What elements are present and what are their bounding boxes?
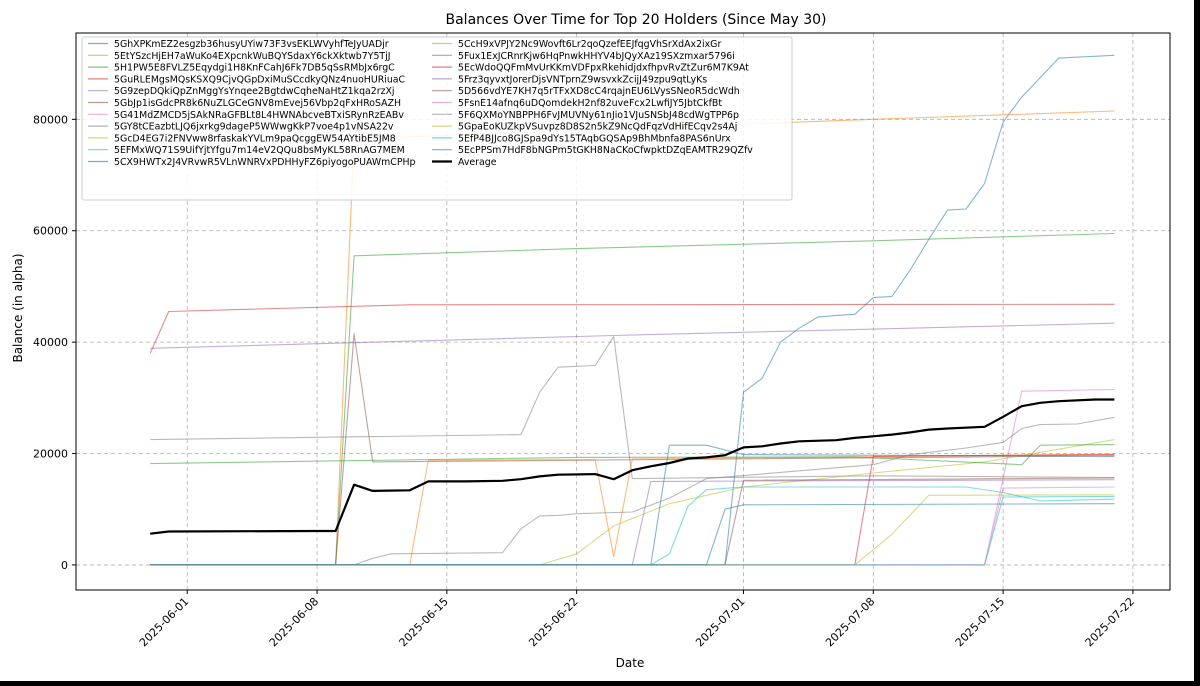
legend-label: 5Fux1ExJCRnrKjw6HqPnwkHHYV4bJQyXAz19SXzm…: [458, 51, 735, 62]
legend-box: [81, 36, 793, 201]
legend-label: 5GuRLEMgsMQsKSXQ9CjvQGpDxiMuSCcdkyQNz4nu…: [114, 74, 406, 85]
legend-label: 5Frz3qyvxtJorerDjsVNTprnZ9wsvxkZcijJ49zp…: [458, 74, 707, 85]
legend-label: 5D566vdYE7KH7q5rTFxXD8cC4rqajnEU6LVysSNe…: [458, 86, 740, 97]
legend-label: 5GcD4EG7i2FNVww8rfaskakYVLm9paQcggEW54AY…: [114, 133, 396, 144]
legend-label: 5G41MdZMCD5jSAkNRaGFBLt8L4HWNAbcveBTxiSR…: [114, 110, 404, 121]
y-axis-ticks: 0 20000 40000 60000 80000: [33, 113, 76, 572]
series-line: [150, 503, 1115, 566]
series-line: [150, 54, 1115, 566]
legend-label: 5G9zepDQkiQpZnMggYsYnqee2BgtdwCqheNaHtZ1…: [114, 86, 395, 97]
legend-label: 5GY8tCEazbtLJQ6jxrkg9dageP5WWwgKkP7voe4p…: [114, 122, 394, 133]
series-line: [150, 336, 1115, 480]
average-series-line: [150, 398, 1115, 535]
bottom-border: [0, 681, 1200, 686]
series-line: [149, 303, 1115, 354]
x-axis-label: Date: [616, 656, 645, 670]
legend-label: 5CcH9xVPJY2Nc9Wovft6Lr2qoQzefEEJfqgVhSrX…: [458, 39, 721, 50]
y-tick-label: 80000: [33, 113, 68, 126]
y-axis-label: Balance (in alpha): [11, 253, 25, 362]
axes: [75, 32, 1171, 591]
y-tick-label: 40000: [33, 336, 68, 349]
legend-label: 5CX9HWTx2J4VRvwR5VLnWNRVxPDHHyFZ6piyogoP…: [114, 157, 416, 168]
legend-label: 5H1PW5E8FVLZ5Eqydgi1H8KnFCahJ6Fk7DB5qSsR…: [114, 63, 395, 74]
legend-label: 5EFMxWQ71S9UifYjtYfgu7m14eV2QQu8bsMyKL58…: [114, 145, 405, 156]
y-tick-label: 20000: [33, 448, 68, 461]
chart-title: Balances Over Time for Top 20 Holders (S…: [446, 12, 827, 28]
series-line: [150, 416, 1115, 566]
legend-label: 5GbJp1isGdcPR8k6NuZLGCeGNV8mEvej56Vbp2qF…: [114, 98, 401, 109]
series-lines: [149, 54, 1115, 566]
legend-label: 5GpaEoKUZkpVSuvpz8D8S2n5kZ9NcQdFqzVdHifE…: [458, 122, 737, 133]
legend-label: 5EtYSzcHjEH7aWuKo4EXpcnkWuBQYSdaxY6ckXkt…: [114, 51, 391, 62]
series-line: [150, 444, 1115, 466]
legend: 5GhXPKmEZ2esgzb36husyUYiw73F3vsEKLWVyhfT…: [81, 36, 793, 201]
series-line: [150, 439, 1115, 566]
legend-label: 5FsnE14afnq6uDQomdekH2nf82uveFcx2LwfiJY5…: [458, 98, 722, 109]
legend-label: 5GhXPKmEZ2esgzb36husyUYiw73F3vsEKLWVyhfT…: [114, 39, 389, 50]
legend-label: Average: [458, 157, 497, 168]
legend-label: 5EfP4BJJco8GJSpa9dYs15TAqbGQSAp9BhMbnfa8…: [458, 133, 731, 144]
legend-label: 5F6QXMoYNBPPH6FvJMUVNy61nJio1VJuSNSbJ48c…: [458, 110, 739, 121]
series-line: [150, 322, 1115, 349]
right-border: [1194, 0, 1200, 686]
legend-label: 5EcWdoQQFmMvUrKKmVDFpxRkehidjdxfhpvRvZtZ…: [458, 63, 749, 74]
y-tick-label: 60000: [33, 225, 68, 238]
y-tick-label: 0: [61, 559, 68, 572]
plot-frame: [75, 32, 1171, 591]
legend-label: 5EcPPSm7HdF8bNGPm5tGKH8NaCKoCfwpktDZqEAM…: [458, 145, 753, 156]
